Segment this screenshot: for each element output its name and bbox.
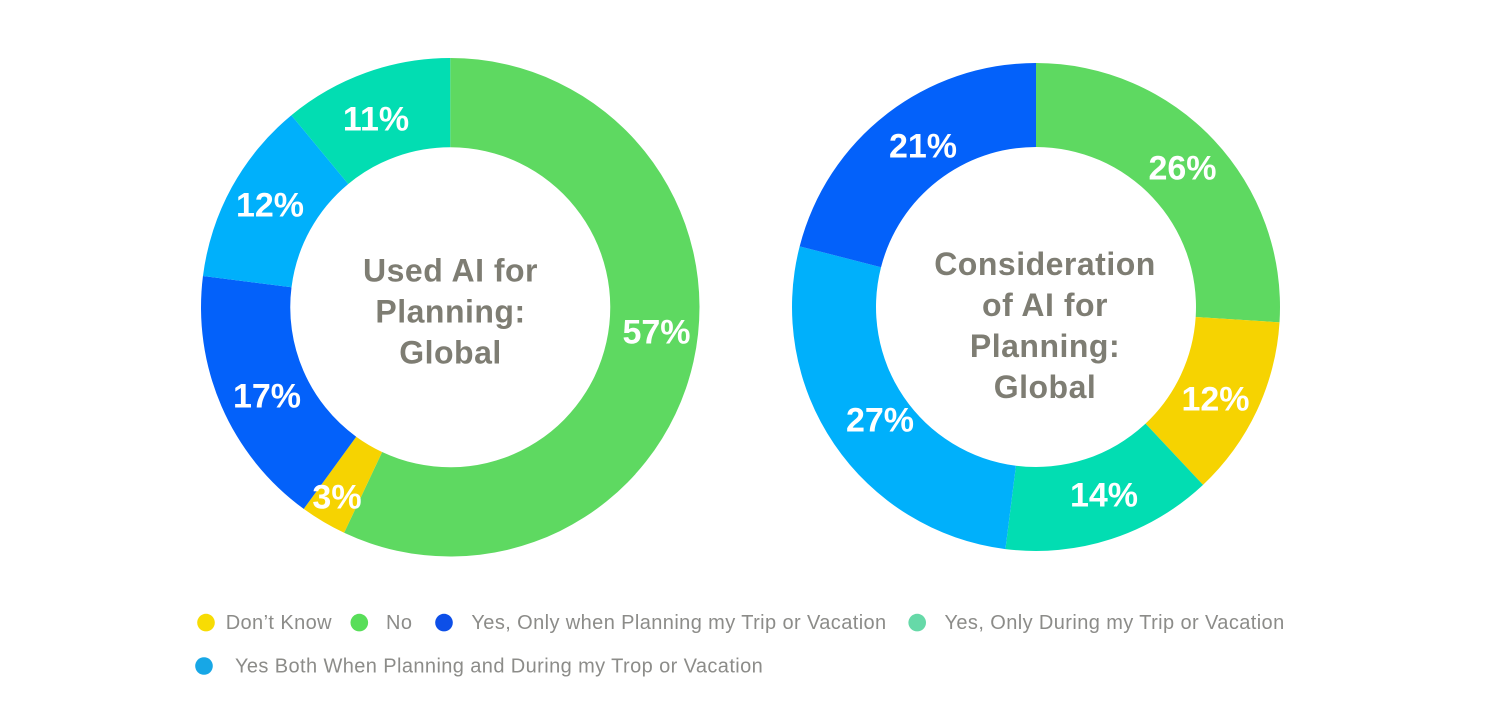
svg-text:Yes, Only when Planning my Tri: Yes, Only when Planning my Trip or Vacat… <box>471 612 886 634</box>
svg-text:Used AI for: Used AI for <box>363 253 538 289</box>
svg-text:17%: 17% <box>233 378 301 416</box>
svg-text:12%: 12% <box>1181 381 1249 419</box>
svg-text:Global: Global <box>399 335 502 371</box>
svg-text:Global: Global <box>994 369 1097 405</box>
svg-text:11%: 11% <box>343 101 409 139</box>
svg-text:3%: 3% <box>312 479 361 517</box>
svg-text:27%: 27% <box>846 402 914 440</box>
svg-text:No: No <box>386 612 412 634</box>
svg-text:12%: 12% <box>236 187 304 225</box>
svg-text:Don’t Know: Don’t Know <box>226 612 332 634</box>
svg-text:14%: 14% <box>1070 477 1138 515</box>
svg-text:Yes Both When Planning and Dur: Yes Both When Planning and During my Tro… <box>235 656 763 678</box>
svg-text:Planning:: Planning: <box>375 294 525 330</box>
svg-text:Consideration: Consideration <box>934 246 1156 282</box>
svg-text:Yes, Only During my Trip or Va: Yes, Only During my Trip or Vacation <box>945 612 1285 634</box>
svg-text:57%: 57% <box>622 314 690 352</box>
svg-text:of AI for: of AI for <box>982 287 1108 323</box>
svg-text:26%: 26% <box>1148 150 1216 188</box>
svg-text:Planning:: Planning: <box>970 328 1120 364</box>
svg-text:21%: 21% <box>889 128 957 166</box>
